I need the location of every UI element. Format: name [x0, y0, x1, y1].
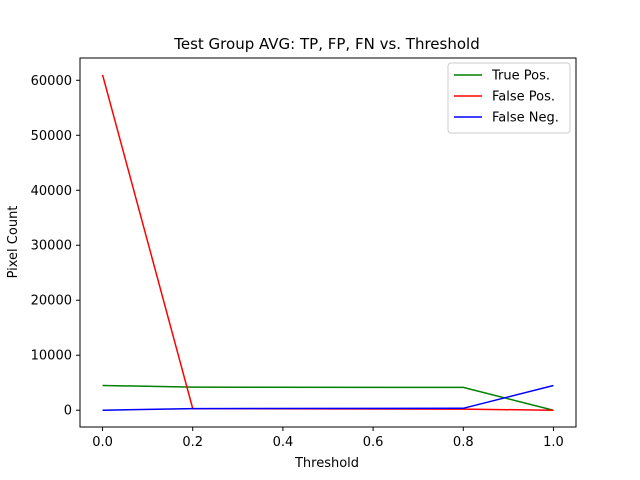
- y-tick-label: 50000: [31, 129, 72, 144]
- y-tick-label: 10000: [31, 349, 72, 364]
- y-tick-label: 60000: [31, 74, 72, 89]
- series-line-0: [102, 384, 554, 411]
- x-tick-label: 0.4: [273, 435, 294, 450]
- x-tick-label: 1.0: [543, 435, 564, 450]
- legend-label: False Pos.: [492, 90, 555, 105]
- y-tick-label: 20000: [31, 294, 72, 309]
- y-axis: 0 10000 20000 30000 40000 50000 60000: [31, 74, 80, 419]
- x-tick-label: 0.6: [363, 435, 384, 450]
- x-tick-label: 0.0: [92, 435, 113, 450]
- legend-box: [447, 62, 571, 134]
- y-tick-label: 30000: [31, 239, 72, 254]
- y-tick-label: 40000: [31, 184, 72, 199]
- series-line-2: [102, 384, 554, 411]
- legend-label: True Pos.: [491, 69, 550, 84]
- plot-area: [101, 74, 554, 411]
- legend: True Pos. False Pos. False Neg.: [447, 62, 571, 134]
- x-tick-label: 0.8: [453, 435, 474, 450]
- x-axis: 0.0 0.2 0.4 0.6 0.8 1.0: [92, 427, 564, 450]
- x-axis-label: Threshold: [294, 456, 359, 471]
- y-tick-label: 0: [64, 404, 72, 419]
- legend-label: False Neg.: [492, 111, 559, 126]
- x-tick-label: 0.2: [182, 435, 203, 450]
- y-axis-label: Pixel Count: [6, 206, 21, 279]
- axes-frame: [79, 57, 577, 428]
- chart-title: Test Group AVG: TP, FP, FN vs. Threshold: [173, 35, 479, 53]
